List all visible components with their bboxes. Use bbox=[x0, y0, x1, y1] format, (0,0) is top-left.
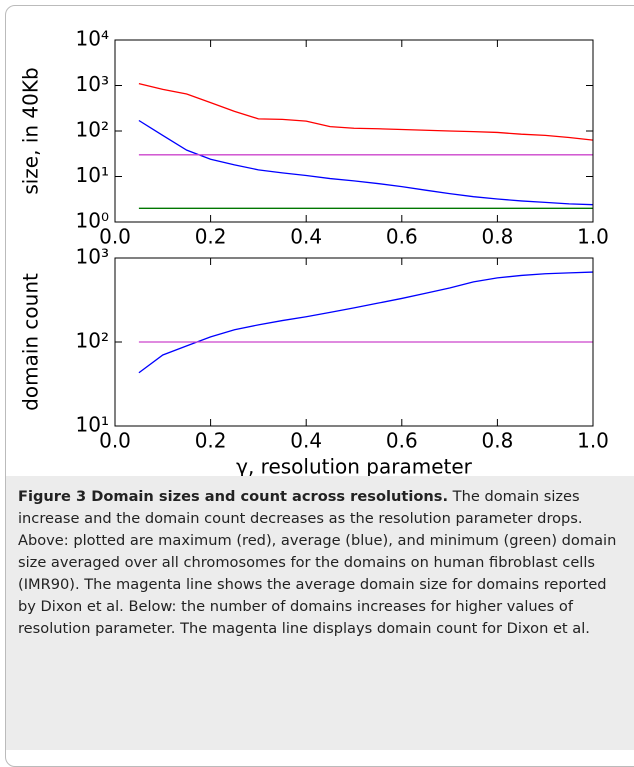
y-tick-label: 10² bbox=[76, 118, 109, 142]
x-tick-label: 1.0 bbox=[577, 429, 609, 453]
x-axis-label: γ, resolution parameter bbox=[236, 455, 473, 477]
x-tick-label: 1.0 bbox=[577, 225, 609, 249]
x-tick-label: 0.4 bbox=[290, 225, 322, 249]
x-tick-label: 0.4 bbox=[290, 429, 322, 453]
y-axis-label: domain count bbox=[19, 273, 43, 411]
x-tick-label: 0.0 bbox=[99, 429, 131, 453]
chart: 10⁰ 10¹ 10² 10³ 10⁴ 0.0 0.2 0.4 0.6 0.8 1.0 size, i… bbox=[19, 27, 609, 477]
plot-frame bbox=[114, 39, 594, 223]
x-tick-label: 0.6 bbox=[386, 225, 418, 249]
x-tick-label: 0.6 bbox=[386, 429, 418, 453]
series-line bbox=[138, 82, 594, 141]
page: 10⁰ 10¹ 10² 10³ 10⁴ 0.0 0.2 0.4 0.6 0.8 1.0 size, i… bbox=[5, 5, 634, 767]
x-tick-label: 0.8 bbox=[481, 225, 513, 249]
series-line bbox=[138, 119, 594, 206]
caption-title: Figure 3 Domain sizes and count across r… bbox=[18, 488, 449, 505]
x-tick-label: 0.2 bbox=[195, 225, 227, 249]
y-tick-label: 10² bbox=[76, 329, 109, 353]
caption: Figure 3 Domain sizes and count across r… bbox=[6, 476, 634, 750]
y-axis-label: size, in 40Kb bbox=[19, 67, 43, 194]
x-tick-label: 0.8 bbox=[481, 429, 513, 453]
y-tick-label: 10⁴ bbox=[76, 27, 109, 51]
y-tick-label: 10³ bbox=[76, 72, 109, 96]
y-tick-label: 10¹ bbox=[76, 413, 109, 437]
plot-frame bbox=[114, 257, 594, 427]
series-line bbox=[138, 271, 594, 374]
x-tick-label: 0.2 bbox=[195, 429, 227, 453]
x-tick-label: 0.0 bbox=[99, 225, 131, 249]
y-tick-label: 10³ bbox=[76, 245, 109, 269]
y-tick-label: 10¹ bbox=[76, 163, 109, 187]
y-tick-label: 10⁰ bbox=[76, 209, 109, 233]
caption-text: The domain sizes increase and the domain… bbox=[18, 488, 617, 637]
